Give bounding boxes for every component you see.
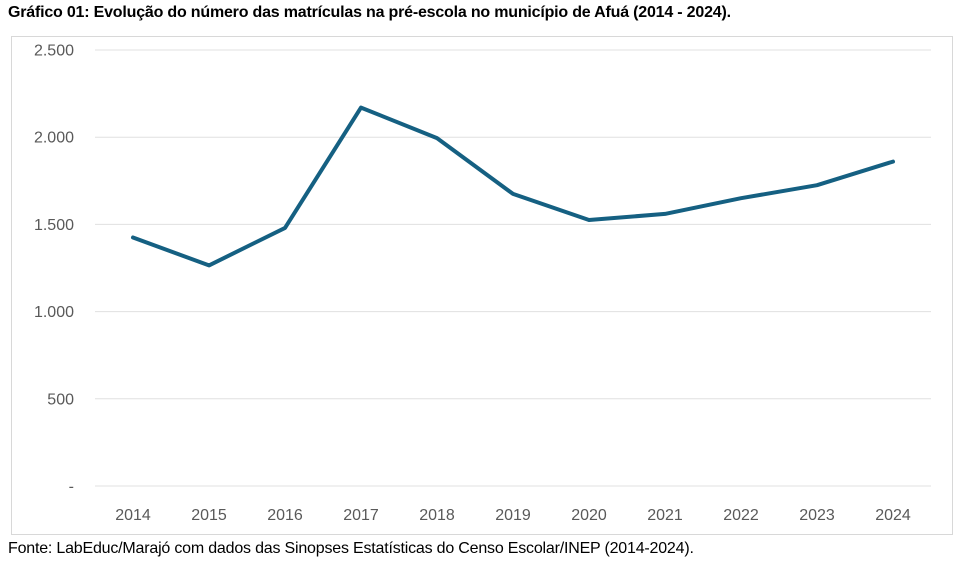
data-series-line (131, 105, 895, 268)
y-axis-tick-label: 1.500 (34, 217, 74, 234)
chart-frame: - 500 1.000 1.500 2.000 2.500 2014 2015 2016 2017… (11, 36, 953, 535)
x-axis-tick-label: 2014 (115, 507, 151, 524)
y-axis-tick-label: 2.000 (34, 130, 74, 147)
x-axis-tick-label: 2018 (419, 507, 455, 524)
x-axis-tick-label: 2020 (571, 507, 607, 524)
x-axis-tick-label: 2016 (267, 507, 303, 524)
x-axis-tick-label: 2023 (799, 507, 835, 524)
x-axis-tick-label: 2024 (875, 507, 911, 524)
y-axis-tick-label: 500 (47, 391, 74, 408)
source-note: Fonte: LabEduc/Marajó com dados das Sino… (8, 540, 694, 557)
x-axis-tick-label: 2015 (191, 507, 227, 524)
x-axis-tick-label: 2021 (647, 507, 683, 524)
y-axis-tick-label: 1.000 (34, 304, 74, 321)
x-axis-tick-label: 2017 (343, 507, 379, 524)
x-axis-tick-label: 2022 (723, 507, 759, 524)
y-axis-tick-label: - (69, 479, 74, 496)
y-axis-tick-label: 2.500 (34, 43, 74, 60)
line-chart: - 500 1.000 1.500 2.000 2.500 2014 2015 2016 2017… (34, 43, 931, 524)
chart-title: Gráfico 01: Evolução do número das matrí… (8, 4, 731, 21)
x-axis-tick-label: 2019 (495, 507, 531, 524)
